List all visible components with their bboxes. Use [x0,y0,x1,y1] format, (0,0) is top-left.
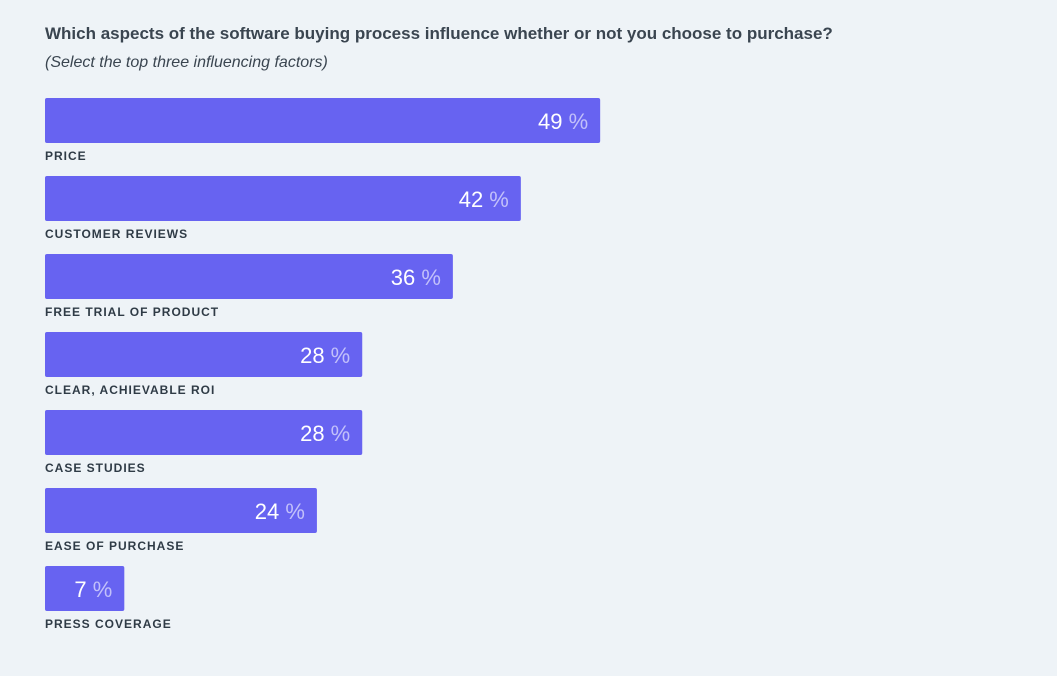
category-label-4: CASE STUDIES [45,461,146,475]
bar-6 [45,566,125,611]
bar-value-unit-0: % [569,109,589,134]
category-label-0: PRICE [45,149,87,163]
bar-2 [45,254,453,299]
bar-value-number-0: 49 [538,109,569,134]
bar-1 [45,176,521,221]
bar-value-label-4: 28 % [300,421,350,446]
bar-value-number-4: 28 [300,421,331,446]
bar-value-label-1: 42 % [459,187,509,212]
bar-value-label-5: 24 % [255,499,305,524]
category-label-2: FREE TRIAL OF PRODUCT [45,305,219,319]
category-label-1: CUSTOMER REVIEWS [45,227,188,241]
bar-value-unit-1: % [489,187,509,212]
bar-value-unit-2: % [421,265,441,290]
bar-value-label-0: 49 % [538,109,588,134]
bar-value-unit-4: % [331,421,351,446]
bar-value-label-6: 7 % [74,577,112,602]
bar-value-unit-6: % [93,577,113,602]
bar-value-number-1: 42 [459,187,490,212]
bar-value-number-6: 7 [74,577,92,602]
bar-value-unit-3: % [331,343,351,368]
bar-value-number-3: 28 [300,343,331,368]
chart-subtitle: (Select the top three influencing factor… [45,54,328,71]
category-label-5: EASE OF PURCHASE [45,539,184,553]
bar-4 [45,410,363,455]
bar-value-unit-5: % [285,499,305,524]
bar-5 [45,488,317,533]
category-label-3: CLEAR, ACHIEVABLE ROI [45,383,215,397]
category-label-6: PRESS COVERAGE [45,617,172,631]
bar-0 [45,98,601,143]
bar-value-label-2: 36 % [391,265,441,290]
bar-value-number-2: 36 [391,265,422,290]
bar-value-label-3: 28 % [300,343,350,368]
bar-value-number-5: 24 [255,499,286,524]
bar-3 [45,332,363,377]
chart-title: Which aspects of the software buying pro… [45,24,833,43]
